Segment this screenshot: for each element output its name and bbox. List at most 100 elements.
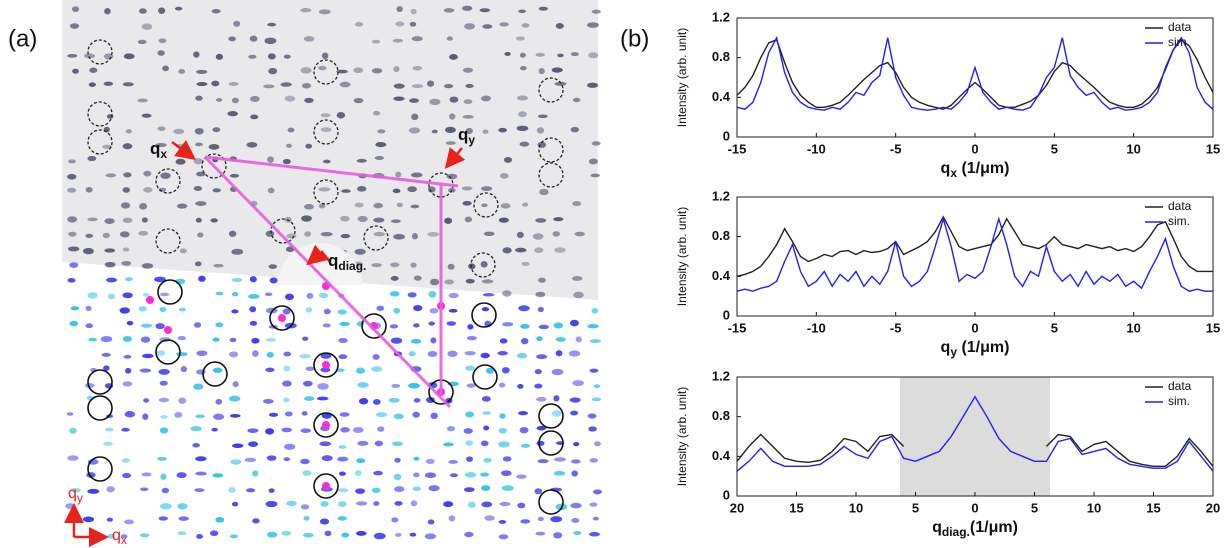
diffraction-spot	[375, 412, 388, 418]
diffraction-spot	[499, 22, 509, 27]
diffraction-spot	[337, 516, 347, 521]
reference-circle	[201, 153, 227, 179]
diffraction-spot	[88, 337, 97, 342]
diffraction-spot	[444, 84, 454, 89]
diffraction-spot	[267, 187, 275, 194]
diffraction-spot	[443, 8, 455, 13]
diffraction-spot	[519, 426, 529, 434]
diffraction-spot	[301, 411, 308, 416]
x-tick-label: 15	[1146, 500, 1160, 515]
diffraction-spot	[518, 111, 527, 118]
diffraction-spot	[125, 277, 133, 282]
diffraction-spot	[517, 502, 526, 509]
diffraction-spot	[303, 36, 315, 42]
diffraction-spot	[140, 336, 151, 343]
diffraction-spot	[467, 501, 476, 508]
diffraction-spot	[516, 125, 529, 132]
diffraction-spot	[354, 22, 364, 27]
legend-label: sim.	[1168, 35, 1190, 49]
diffraction-spot	[521, 261, 530, 267]
diffraction-spot	[322, 159, 331, 164]
diffraction-spot	[554, 81, 567, 86]
diffraction-spot	[193, 322, 202, 328]
diffraction-spot	[231, 248, 244, 255]
y-axis-label: Intensity (arb. unit)	[675, 207, 689, 306]
reference-circle	[472, 364, 498, 390]
diffraction-spot	[303, 516, 310, 521]
diffraction-spot	[481, 279, 494, 284]
diffraction-spot	[336, 111, 346, 119]
diffraction-spot	[463, 487, 475, 493]
diffraction-spot	[283, 54, 291, 59]
diffraction-spot	[338, 445, 347, 449]
diffraction-spot	[572, 97, 581, 103]
diffraction-spot	[339, 81, 351, 88]
diffraction-spot	[465, 411, 475, 418]
diffraction-spot	[522, 202, 529, 207]
diffraction-spot	[160, 415, 168, 419]
diffraction-spot	[141, 217, 148, 223]
diffraction-spot	[536, 354, 548, 360]
diffraction-spot	[264, 292, 273, 297]
diffraction-spot	[178, 69, 186, 74]
diffraction-spot	[480, 440, 489, 447]
diffraction-spot	[87, 217, 98, 222]
diffraction-spot	[371, 366, 383, 372]
diffraction-spot	[357, 215, 368, 223]
diffraction-spot	[502, 247, 512, 254]
diffraction-spot	[480, 261, 488, 268]
diffraction-spot	[396, 202, 403, 208]
diffraction-spot	[268, 412, 279, 417]
diffraction-spot	[306, 292, 314, 300]
diffraction-spot	[374, 156, 384, 160]
diffraction-spot	[553, 322, 564, 329]
diffraction-spot	[318, 187, 331, 192]
diffraction-spot	[215, 291, 224, 296]
diffraction-spot	[300, 8, 312, 13]
diffraction-spot	[265, 500, 278, 508]
diffraction-spot	[393, 96, 405, 101]
diffraction-spot	[228, 230, 237, 237]
diffraction-spot	[300, 67, 312, 74]
diffraction-spot	[534, 368, 542, 375]
diffraction-spot	[320, 353, 332, 359]
diffraction-spot	[539, 188, 549, 196]
diffraction-spot	[483, 231, 495, 236]
diffraction-spot	[103, 365, 110, 371]
reference-circle	[471, 302, 497, 328]
diffraction-spot	[301, 215, 312, 222]
diffraction-spot	[246, 142, 258, 148]
reference-circle	[470, 252, 496, 278]
diffraction-spot	[262, 398, 274, 404]
x-tick-label: -15	[728, 320, 747, 335]
diffraction-spot	[215, 398, 223, 405]
diffraction-spot	[354, 202, 364, 208]
diffraction-spot	[122, 335, 132, 342]
diffraction-spot	[515, 247, 527, 253]
diffraction-spot	[87, 459, 99, 465]
reference-circle	[538, 77, 564, 103]
diffraction-spot	[198, 275, 206, 282]
diffraction-spot	[138, 306, 147, 312]
diffraction-spot	[266, 351, 274, 358]
diffraction-spot	[410, 204, 420, 209]
diffraction-spot	[159, 307, 167, 313]
diffraction-spot	[100, 335, 113, 343]
diffraction-spot	[123, 354, 132, 359]
x-tick-label: 0	[971, 141, 978, 156]
diffraction-spot	[407, 186, 417, 193]
diffraction-spot	[283, 457, 291, 462]
diffraction-spot	[538, 68, 545, 75]
diffraction-spot	[197, 232, 204, 238]
diffraction-spot	[122, 187, 131, 193]
series-line	[736, 38, 1214, 110]
label-sub: x	[160, 147, 167, 161]
diffraction-spot	[501, 322, 514, 327]
diffraction-spot	[68, 231, 77, 237]
y-tick-label: 0.8	[712, 49, 730, 64]
reference-circle	[313, 352, 339, 378]
diffraction-spot	[123, 172, 132, 178]
diffraction-spot	[316, 396, 329, 401]
diffraction-spot	[70, 488, 81, 493]
diffraction-spot	[464, 531, 474, 538]
